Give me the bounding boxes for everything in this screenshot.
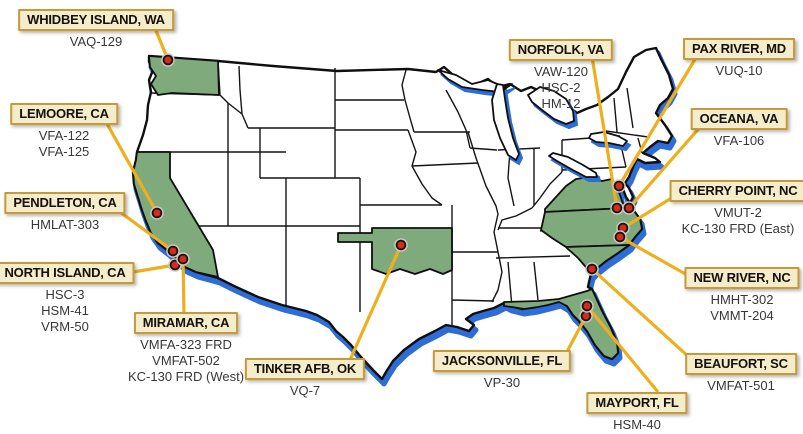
- base-location-dot: [167, 245, 179, 257]
- connector-line: [619, 235, 690, 278]
- connector-line: [104, 121, 159, 214]
- connector-line: [126, 263, 176, 275]
- base-location-dot: [580, 310, 592, 322]
- dot-halo: [580, 299, 594, 313]
- dot-halo: [394, 238, 408, 252]
- connector-line: [560, 315, 588, 362]
- base-location-dot: [611, 202, 623, 214]
- lake-huron: [527, 86, 575, 125]
- dot-halo: [612, 179, 626, 193]
- dot-halo: [166, 244, 180, 258]
- connector-line: [348, 244, 403, 361]
- dot-halo: [161, 53, 175, 67]
- connector-line: [617, 55, 699, 187]
- lake-ontario: [588, 131, 628, 147]
- base-location-dot: [177, 253, 189, 265]
- base-location-dot: [395, 239, 407, 251]
- dot-halo: [585, 262, 599, 276]
- base-location-dot: [169, 259, 181, 271]
- dot-halo: [176, 252, 190, 266]
- connector-line: [590, 267, 693, 361]
- connector-line: [622, 192, 679, 230]
- state-california: [132, 151, 219, 278]
- base-location-dot: [586, 263, 598, 275]
- connector-line: [627, 124, 703, 210]
- base-location-dot: [613, 180, 625, 192]
- base-location-dot: [162, 54, 174, 66]
- lake-erie: [548, 152, 598, 178]
- state-oklahoma: [337, 227, 453, 275]
- base-location-dot: [623, 202, 635, 214]
- base-location-dot: [151, 207, 163, 219]
- connector-line: [181, 258, 186, 315]
- lake-michigan: [491, 83, 520, 161]
- base-location-dot: [581, 300, 593, 312]
- dot-halo: [150, 206, 164, 220]
- connector-line: [590, 56, 619, 209]
- dot-halo: [613, 230, 627, 244]
- lake-superior: [437, 69, 513, 93]
- connector-line: [115, 207, 174, 253]
- connector-line: [585, 304, 660, 394]
- great-lakes: [437, 69, 632, 182]
- dot-halo: [622, 201, 636, 215]
- base-location-dot: [614, 231, 626, 243]
